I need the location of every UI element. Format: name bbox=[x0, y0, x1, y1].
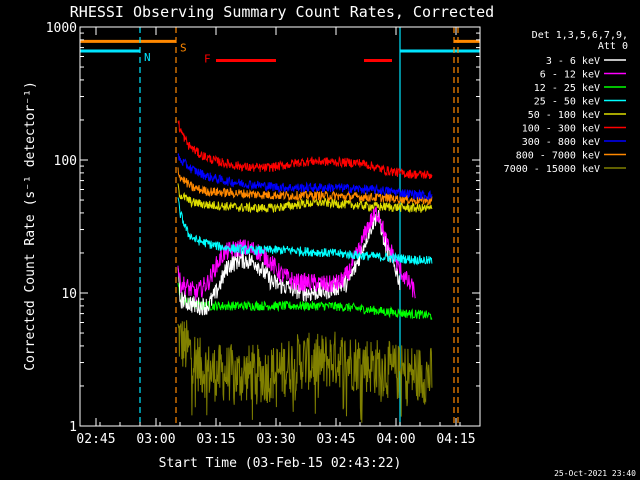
data-series bbox=[177, 120, 433, 423]
legend: Det 1,3,5,6,7,9,Att 0 3 - 6 keV 6 - 12 keV… bbox=[504, 30, 628, 175]
status-bars: SN F bbox=[80, 39, 480, 65]
legend-label: 12 - 25 keV bbox=[534, 83, 600, 94]
status-bar-label: S bbox=[180, 41, 187, 54]
legend-label: 800 - 7000 keV bbox=[516, 151, 600, 162]
status-bar-label: F bbox=[204, 52, 211, 65]
x-tick-label: 03:45 bbox=[316, 432, 355, 447]
x-tick-label: 02:45 bbox=[76, 432, 115, 447]
series-line bbox=[177, 153, 433, 201]
legend-label: 25 - 50 keV bbox=[534, 97, 600, 108]
legend-label: 300 - 800 keV bbox=[522, 137, 600, 148]
x-tick-label: 03:00 bbox=[136, 432, 175, 447]
x-tick-label: 04:15 bbox=[436, 432, 475, 447]
series-line bbox=[177, 282, 433, 320]
series-line bbox=[177, 183, 433, 214]
series-line bbox=[177, 167, 433, 206]
y-tick-label: 1 bbox=[69, 420, 77, 435]
status-bar-label: N bbox=[144, 51, 151, 64]
series-line bbox=[177, 206, 416, 302]
series-line bbox=[177, 197, 433, 266]
y-tick-label: 10 bbox=[61, 287, 77, 302]
legend-header: Att 0 bbox=[598, 41, 628, 52]
footer-date: 25-Oct-2021 23:40 bbox=[554, 469, 636, 478]
legend-label: 7000 - 15000 keV bbox=[504, 164, 600, 175]
axes: 02:45 03:00 03:15 03:30 03:45 04:00 04:15 1 10 10… bbox=[46, 21, 481, 447]
series-line bbox=[177, 320, 433, 423]
legend-label: 50 - 100 keV bbox=[528, 110, 600, 121]
x-tick-label: 03:15 bbox=[196, 432, 235, 447]
legend-label: 6 - 12 keV bbox=[540, 70, 600, 81]
legend-label: 100 - 300 keV bbox=[522, 124, 600, 135]
x-tick-label: 03:30 bbox=[256, 432, 295, 447]
chart-title: RHESSI Observing Summary Count Rates, Co… bbox=[70, 3, 494, 21]
x-tick-label: 04:00 bbox=[376, 432, 415, 447]
legend-label: 3 - 6 keV bbox=[546, 56, 600, 67]
x-axis-label: Start Time (03-Feb-15 02:43:22) bbox=[159, 456, 402, 471]
y-axis-label: Corrected Count Rate (s⁻¹ detector⁻¹) bbox=[23, 81, 38, 371]
y-tick-label: 1000 bbox=[46, 21, 77, 36]
y-tick-label: 100 bbox=[54, 154, 77, 169]
series-line bbox=[177, 120, 433, 179]
legend-header: Det 1,3,5,6,7,9, bbox=[532, 30, 628, 41]
